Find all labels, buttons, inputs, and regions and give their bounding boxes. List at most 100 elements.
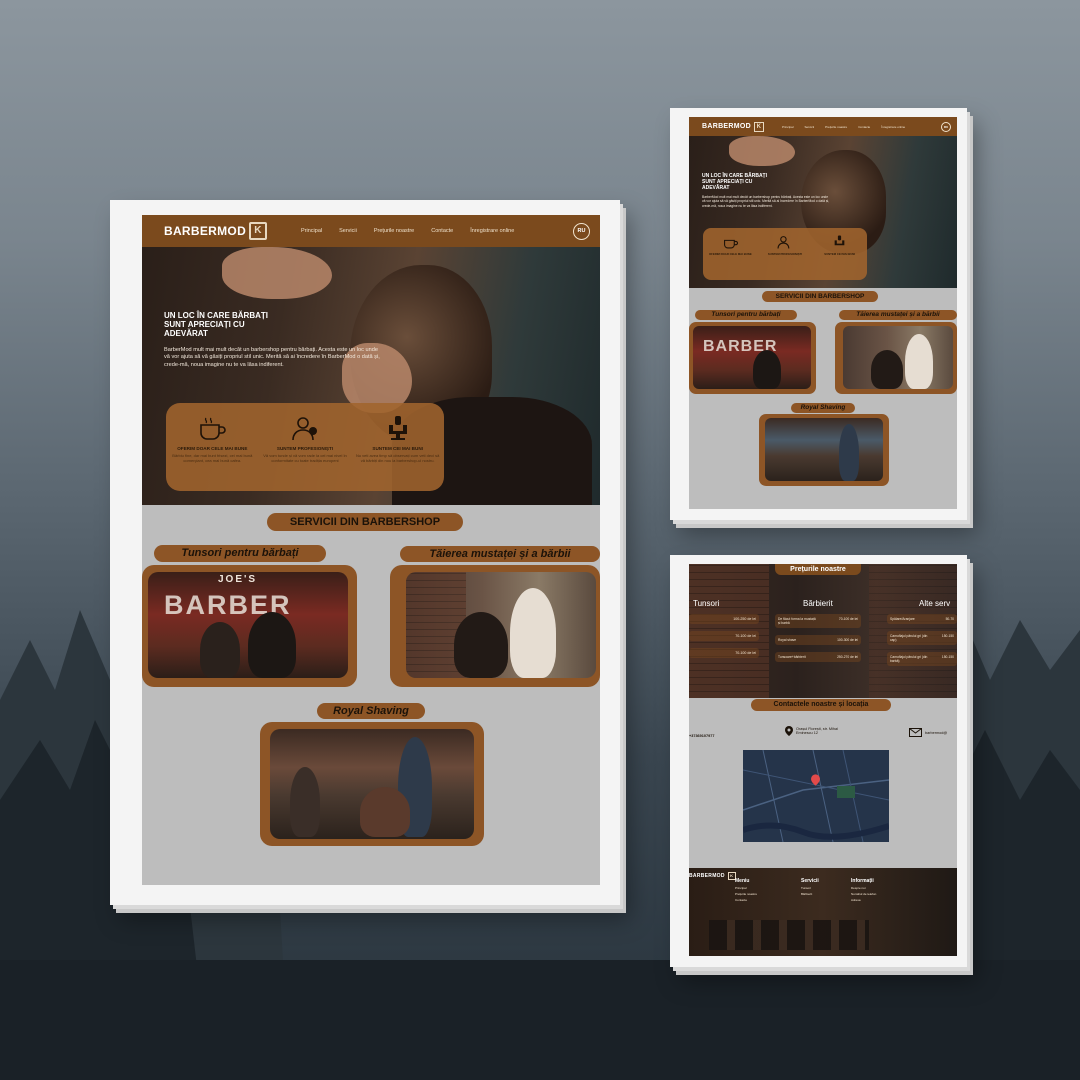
footer-column-title: Servicii	[801, 878, 819, 884]
hero-barber-hand-2	[342, 343, 412, 413]
service-card-tunsori[interactable]: BARBER	[689, 322, 816, 394]
service-photo-tunsori: BARBER	[693, 326, 811, 389]
feature-item: SUNTEM CEI MAI BUNI Nu veti avea timp să…	[356, 415, 440, 491]
footer-link[interactable]: Tunsori	[801, 886, 811, 890]
feature-item: SUNTEM PROFESIONIȘTI	[760, 235, 810, 280]
footer-link[interactable]: Bărbierit	[801, 892, 813, 896]
service-photo-barba	[406, 572, 596, 678]
barber-figure	[839, 424, 859, 481]
brand-logo[interactable]: BARBERMOD K	[164, 222, 268, 240]
nav-item-contacte[interactable]: Contacte	[858, 124, 871, 129]
map-pin-icon	[811, 774, 820, 786]
footer-column-title: Meniu	[735, 878, 750, 884]
brand-k-mark: K	[753, 121, 764, 132]
price-row: Tunsoare+bărbierit 250-270 de lei	[775, 652, 861, 662]
prices-section-title: Prețurile noastre	[775, 564, 861, 575]
price-row: Camuflajul părului gri (din cap) 150-150	[887, 631, 957, 645]
feature-title: SUNTEM CEI MAI BUNI	[824, 252, 856, 256]
feature-text: Bărbiu fine, dar mai bunt frisezi, cei m…	[172, 453, 253, 463]
hero-title: UN LOC ÎN CARE BĂRBAȚI SUNT APRECIAȚI CU…	[164, 311, 268, 339]
hero-title: UN LOC ÎN CARE BĂRBAȚI SUNT APRECIAȚI CU…	[702, 173, 767, 191]
top-right-page-screenshot: BARBERMOD K Principal Servicii Prețurile…	[689, 117, 957, 509]
brand-name: BARBERMOD	[702, 123, 751, 130]
nav-item-servicii[interactable]: Servicii	[339, 228, 357, 234]
footer-logo[interactable]: BARBERMOD K	[689, 872, 736, 880]
barber-figure	[753, 350, 781, 389]
price-column-alte: Alte serv Spălare/Aranjare 50-70 Camuflaj…	[887, 599, 957, 666]
coffee-cup-icon	[200, 417, 227, 440]
language-button[interactable]: RU	[573, 222, 590, 240]
brand-logo[interactable]: BARBERMOD K	[702, 121, 764, 132]
footer-barber-chairs	[709, 920, 869, 950]
nav-item-preturi[interactable]: Prețurile noastre	[825, 124, 848, 129]
client-figure	[200, 622, 240, 678]
site-header: BARBERMOD K Principal Servicii Prețurile…	[689, 117, 957, 136]
footer-link[interactable]: Principal	[735, 886, 747, 890]
service-card-royal[interactable]	[759, 414, 889, 486]
nav-item-inregistrare[interactable]: Înregistrare online	[470, 228, 515, 234]
feature-item: OFERIM DOAR CELE MAI BUNE Bărbiu fine, d…	[170, 415, 254, 491]
feature-item: SUNTEM PROFESIONIȘTI Vă vom tunde și vă …	[263, 415, 347, 491]
service-photo-royal	[765, 418, 883, 481]
client-figure	[871, 350, 903, 389]
feature-item: OFERIM DOAR CELE MAI BUNE	[705, 235, 755, 280]
service-photo-barba	[843, 326, 953, 389]
brick-wall	[689, 564, 769, 698]
brand-name: BARBERMOD	[689, 873, 725, 879]
nav-menu: Principal Servicii Prețurile noastre Con…	[782, 125, 905, 129]
feature-text: Nu veti avea timp să observați cum veti …	[355, 453, 440, 463]
service-card-tunsori[interactable]: JOE'S BARBER	[142, 565, 357, 687]
nav-item-preturi[interactable]: Prețurile noastre	[373, 228, 415, 234]
feature-title: SUNTEM PROFESIONIȘTI	[276, 446, 334, 451]
price-row: 70-100 de lei	[689, 648, 759, 658]
contact-phone[interactable]: +37369107977	[689, 734, 714, 738]
professional-badge-icon	[292, 417, 317, 441]
price-row: Camuflajul părului gri (din barbă) 150-15…	[887, 652, 957, 666]
price-column-tunsori: Tunsori 100-250 de lei 70-100 de lei 70-…	[689, 599, 759, 665]
barber-figure	[905, 334, 933, 389]
location-pin-icon	[785, 726, 793, 736]
feature-title: SUNTEM PROFESIONIȘTI	[767, 252, 803, 256]
client-figure	[360, 787, 410, 837]
footer-column-meniu: Meniu Principal Prețurile noastre Contac…	[735, 878, 757, 902]
mockup-top-right: BARBERMOD K Principal Servicii Prețurile…	[670, 108, 967, 520]
footer-link[interactable]: Contacte	[735, 898, 748, 902]
barber-chair-icon	[388, 416, 407, 440]
contact-address[interactable]: Orașul Florești, str. Mihai Eminescu 12	[785, 726, 838, 736]
service-title-barba: Tăierea mustaței și a bărbii	[839, 310, 957, 320]
coffee-cup-icon	[723, 239, 738, 249]
shop-sign: BARBER	[703, 338, 778, 355]
barber-figure	[510, 588, 556, 678]
footer-link[interactable]: Prețurile noastre	[735, 892, 758, 896]
footer-link[interactable]: Adresa	[851, 898, 861, 902]
hero-barber-hand	[222, 247, 332, 299]
footer-link[interactable]: Despre noi	[851, 886, 866, 890]
footer-link[interactable]: Numărul de telefon	[851, 892, 877, 896]
nav-item-inregistrare[interactable]: Înregistrare online	[881, 124, 906, 129]
address-text: Orașul Florești, str. Mihai Eminescu 12	[796, 727, 838, 735]
prices-section: Prețurile noastre Tunsori 100-250 de lei…	[689, 564, 957, 698]
nav-item-servicii[interactable]: Servicii	[804, 124, 815, 129]
footer-column-title: Informații	[851, 878, 874, 884]
services-section-title: SERVICII DIN BARBERSHOP	[267, 513, 463, 531]
feature-title: OFERIM DOAR CELE MAI BUNE	[177, 446, 248, 451]
site-footer: BARBERMOD K Meniu Principal Prețurile no…	[689, 868, 957, 956]
language-button[interactable]: RU	[941, 121, 951, 132]
service-card-barba[interactable]	[390, 565, 600, 687]
mockup-bottom-right: Prețurile noastre Tunsori 100-250 de lei…	[670, 555, 967, 967]
price-row: 70-100 de lei	[689, 631, 759, 641]
footer-column-servicii: Servicii Tunsori Bărbierit	[801, 878, 819, 896]
service-card-royal[interactable]	[260, 722, 484, 846]
nav-item-principal[interactable]: Principal	[781, 124, 794, 129]
nav-item-principal[interactable]: Principal	[301, 228, 323, 234]
price-column-title: Bărbierit	[803, 599, 833, 608]
contact-email[interactable]: barbermod@	[909, 728, 947, 737]
service-card-barba[interactable]	[835, 322, 957, 394]
location-map[interactable]	[743, 750, 889, 842]
brand-name: BARBERMOD	[164, 224, 247, 238]
price-column-barbierit: Bărbierit De făcut forma la mustață și b…	[775, 599, 861, 669]
nav-menu: Principal Servicii Prețurile noastre Con…	[301, 228, 514, 234]
nav-item-contacte[interactable]: Contacte	[431, 228, 454, 234]
feature-item: SUNTEM CEI MAI BUNI	[815, 235, 865, 280]
hero-section: UN LOC ÎN CARE BĂRBAȚI SUNT APRECIAȚI CU…	[142, 247, 600, 505]
